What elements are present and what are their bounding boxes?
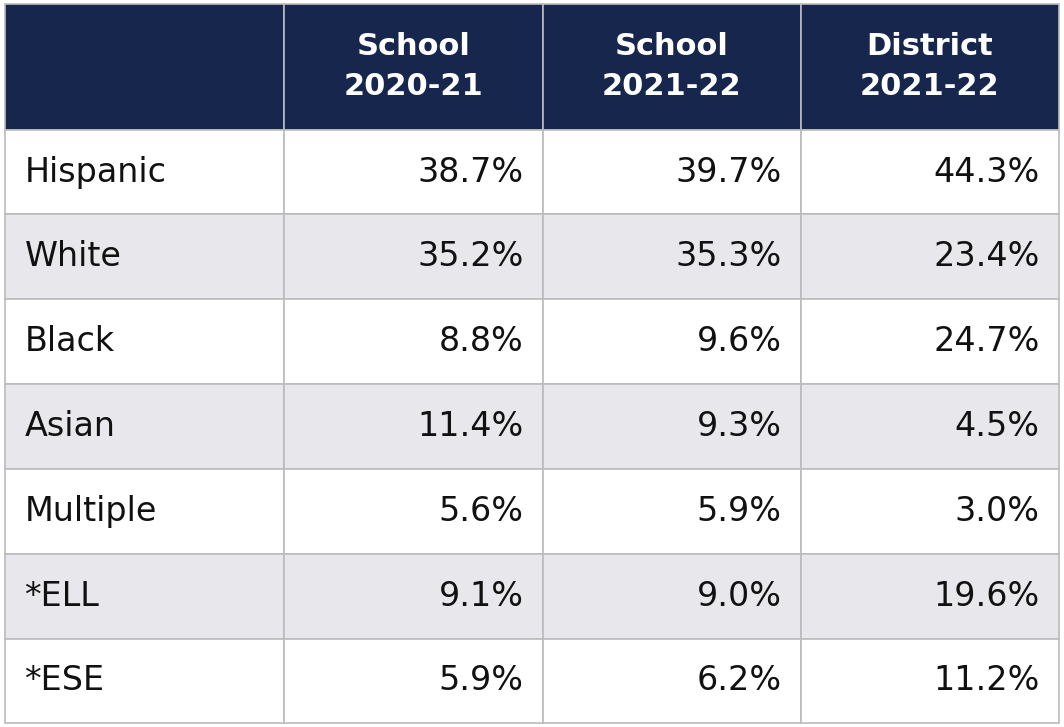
Text: 9.1%: 9.1% xyxy=(438,579,523,613)
Bar xyxy=(800,554,1059,638)
Text: *ELL: *ELL xyxy=(24,579,99,613)
Text: 9.0%: 9.0% xyxy=(697,579,781,613)
Bar xyxy=(284,4,543,129)
Text: 5.6%: 5.6% xyxy=(438,495,523,528)
Text: 35.2%: 35.2% xyxy=(417,241,523,273)
Bar xyxy=(800,638,1059,723)
Text: White: White xyxy=(24,241,121,273)
Bar xyxy=(800,300,1059,384)
Bar xyxy=(284,300,543,384)
Bar xyxy=(284,469,543,554)
Text: Black: Black xyxy=(24,325,115,358)
Text: District
2021-22: District 2021-22 xyxy=(860,32,999,101)
Text: 24.7%: 24.7% xyxy=(933,325,1040,358)
Bar xyxy=(5,554,284,638)
Text: 23.4%: 23.4% xyxy=(933,241,1040,273)
Bar xyxy=(5,300,284,384)
Bar xyxy=(5,4,284,129)
Bar xyxy=(543,129,800,214)
Bar xyxy=(543,469,800,554)
Text: Multiple: Multiple xyxy=(24,495,156,528)
Bar xyxy=(284,129,543,214)
Text: School
2020-21: School 2020-21 xyxy=(344,32,483,101)
Text: 8.8%: 8.8% xyxy=(438,325,523,358)
Text: 4.5%: 4.5% xyxy=(954,410,1040,443)
Text: 39.7%: 39.7% xyxy=(676,156,781,188)
Bar xyxy=(543,4,800,129)
Bar xyxy=(800,384,1059,469)
Bar xyxy=(284,554,543,638)
Text: 3.0%: 3.0% xyxy=(954,495,1040,528)
Bar xyxy=(543,384,800,469)
Bar xyxy=(800,129,1059,214)
Bar xyxy=(5,638,284,723)
Bar xyxy=(800,4,1059,129)
Text: 11.2%: 11.2% xyxy=(933,664,1040,697)
Text: 11.4%: 11.4% xyxy=(417,410,523,443)
Bar xyxy=(800,214,1059,300)
Text: 5.9%: 5.9% xyxy=(697,495,781,528)
Bar xyxy=(5,129,284,214)
Text: 9.3%: 9.3% xyxy=(697,410,781,443)
Bar xyxy=(284,638,543,723)
Bar xyxy=(5,214,284,300)
Text: 6.2%: 6.2% xyxy=(696,664,781,697)
Bar xyxy=(543,300,800,384)
Bar xyxy=(543,638,800,723)
Bar xyxy=(284,384,543,469)
Text: Asian: Asian xyxy=(24,410,116,443)
Bar xyxy=(284,214,543,300)
Bar xyxy=(543,214,800,300)
Text: 9.6%: 9.6% xyxy=(697,325,781,358)
Text: School
2021-22: School 2021-22 xyxy=(602,32,742,101)
Text: 35.3%: 35.3% xyxy=(676,241,781,273)
Text: Hispanic: Hispanic xyxy=(24,156,166,188)
Text: 19.6%: 19.6% xyxy=(933,579,1040,613)
Bar xyxy=(543,554,800,638)
Bar xyxy=(800,469,1059,554)
Bar xyxy=(5,469,284,554)
Bar xyxy=(5,384,284,469)
Text: 38.7%: 38.7% xyxy=(417,156,523,188)
Text: 44.3%: 44.3% xyxy=(933,156,1040,188)
Text: *ESE: *ESE xyxy=(24,664,104,697)
Text: 5.9%: 5.9% xyxy=(438,664,523,697)
